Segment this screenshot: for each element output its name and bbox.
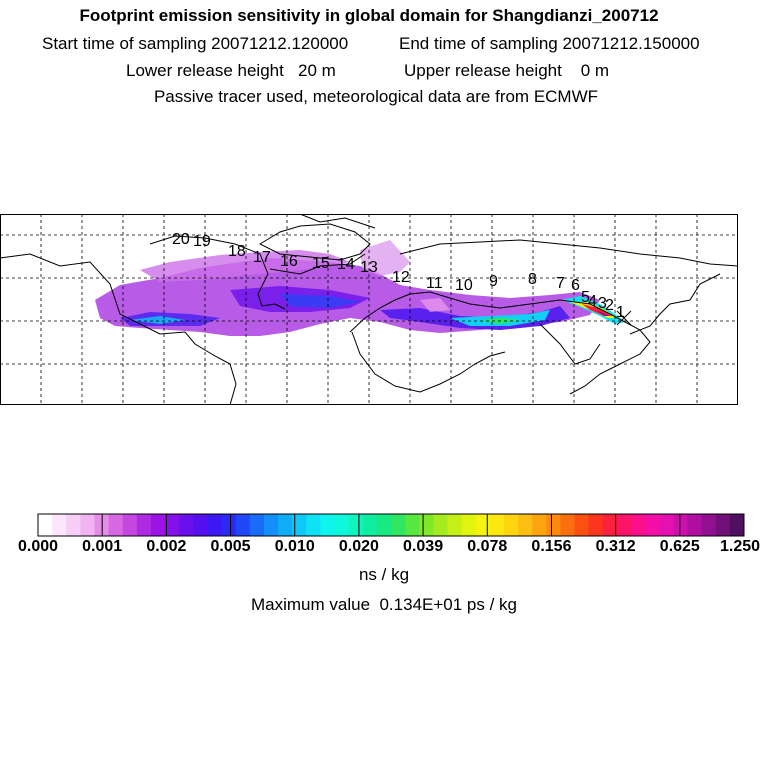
colorbar-cell <box>503 514 519 536</box>
receptor-marker <box>616 310 632 326</box>
trajectory-label: 6 <box>571 277 580 294</box>
trajectory-label: 11 <box>426 275 443 292</box>
colorbar-cell <box>263 514 279 536</box>
upper-release-height-label: Upper release height 0 m <box>404 61 610 80</box>
colorbar-cell <box>150 514 166 536</box>
colorbar-cell <box>362 514 378 536</box>
colorbar-cell <box>66 514 81 536</box>
trajectory-label: 20 <box>172 231 190 248</box>
colorbar-tick-label: 0.625 <box>659 538 700 555</box>
colorbar-cell <box>461 514 477 536</box>
footprint-map: 20 19 18 17 16 15 14 13 12 11 10 9 8 7 654 32 1 <box>0 214 738 405</box>
colorbar-cell <box>348 514 364 536</box>
colorbar-tick-label: 0.005 <box>210 538 251 555</box>
colorbar-tick-label: 0.000 <box>17 538 59 555</box>
colorbar-cell <box>715 514 731 536</box>
colorbar-tick-label: 0.312 <box>595 538 636 555</box>
trajectory-label: 14 <box>337 256 355 273</box>
trajectory-label: 19 <box>193 233 211 250</box>
colorbar-cell <box>136 514 152 536</box>
trajectory-label: 2 <box>605 297 614 314</box>
colorbar-cell <box>659 514 674 536</box>
colorbar-cell <box>235 514 251 536</box>
colorbar-cell <box>475 514 491 536</box>
colorbar-cell <box>645 514 660 536</box>
colorbar <box>37 513 745 537</box>
footprint-plume <box>95 240 625 336</box>
colorbar-tick-label: 0.010 <box>274 538 315 555</box>
trajectory-label: 8 <box>528 271 537 288</box>
colorbar-cell <box>701 514 717 536</box>
colorbar-cell <box>80 514 95 536</box>
colorbar-cell <box>687 514 703 536</box>
trajectory-label: 5 <box>581 289 590 306</box>
colorbar-unit: ns / kg <box>358 565 410 584</box>
trajectory-labels: 20 19 18 17 16 15 14 13 12 11 10 9 8 7 654 32 1 <box>172 231 625 321</box>
colorbar-tick-label: 1.250 <box>719 538 761 555</box>
colorbar-cell <box>221 514 237 536</box>
colorbar-cell <box>447 514 463 536</box>
trajectory-label: 17 <box>253 249 271 266</box>
colorbar-cell <box>179 514 194 536</box>
colorbar-cell <box>631 514 646 536</box>
trajectory-label: 18 <box>228 243 246 260</box>
colorbar-tick-label: 0.078 <box>467 538 508 555</box>
map-frame <box>0 214 738 405</box>
start-time-label: Start time of sampling 20071212.120000 <box>42 34 349 53</box>
colorbar-cell <box>306 514 321 536</box>
tracer-note: Passive tracer used, meteorological data… <box>153 87 599 106</box>
trajectory-label: 1 <box>616 304 625 321</box>
colorbar-cell <box>518 514 533 536</box>
colorbar-cell <box>292 514 307 536</box>
trajectory-label: 7 <box>556 275 565 292</box>
trajectory-label: 15 <box>312 255 330 272</box>
colorbar-cell <box>588 514 604 536</box>
graticule <box>0 214 738 405</box>
colorbar-cell <box>108 514 124 536</box>
colorbar-cell <box>560 514 576 536</box>
colorbar-cell <box>419 514 434 536</box>
colorbar-cell <box>193 514 208 536</box>
trajectory-label: 13 <box>360 259 378 276</box>
colorbar-tick-label: 0.020 <box>338 538 379 555</box>
trajectory-label: 4 <box>588 293 597 310</box>
colorbar-tick-label: 0.039 <box>403 538 444 555</box>
colorbar-cell <box>616 514 632 536</box>
colorbar-cell <box>334 514 350 536</box>
colorbar-cell <box>278 514 293 536</box>
trajectory-label: 3 <box>598 295 607 312</box>
trajectory-label: 10 <box>455 277 473 294</box>
trajectory-label: 9 <box>489 273 498 290</box>
colorbar-cell <box>729 514 745 536</box>
colorbar-cell <box>320 514 336 536</box>
colorbar-cell <box>249 514 265 536</box>
colorbar-cell <box>38 514 53 536</box>
colorbar-cell <box>207 514 223 536</box>
colorbar-cell <box>574 514 590 536</box>
lower-release-height-label: Lower release height 20 m <box>126 61 336 80</box>
end-time-label: End time of sampling 20071212.150000 <box>399 34 700 53</box>
colorbar-cell <box>433 514 448 536</box>
colorbar-cell <box>546 514 561 536</box>
colorbar-cell <box>122 514 138 536</box>
colorbar-cell <box>673 514 689 536</box>
colorbar-cell <box>391 514 406 536</box>
colorbar-cell <box>52 514 67 536</box>
colorbar-cell <box>165 514 180 536</box>
colorbar-tick-label: 0.002 <box>146 538 187 555</box>
colorbar-tick-label: 0.156 <box>531 538 572 555</box>
trajectory-label: 12 <box>392 269 410 286</box>
plot-title: Footprint emission sensitivity in global… <box>79 6 659 25</box>
colorbar-tick-label: 0.001 <box>82 538 123 555</box>
maximum-value-label: Maximum value 0.134E+01 ps / kg <box>251 595 517 614</box>
colorbar-cell <box>532 514 547 536</box>
trajectory-label: 16 <box>280 253 298 270</box>
colorbar-cell <box>602 514 618 536</box>
colorbar-cell <box>376 514 392 536</box>
colorbar-cell <box>489 514 505 536</box>
colorbar-cell <box>405 514 420 536</box>
